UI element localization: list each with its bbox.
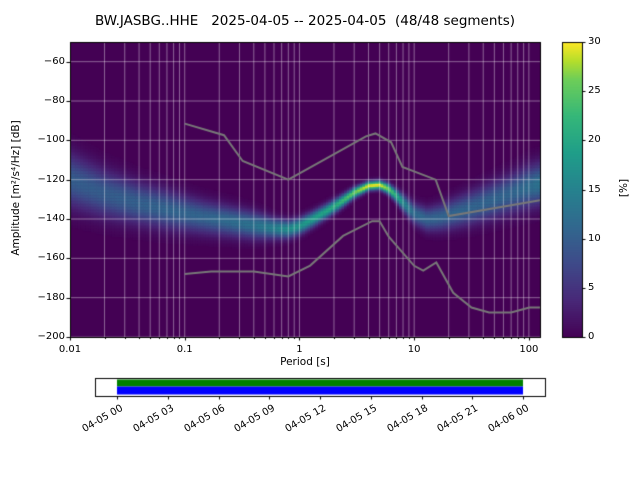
y-tick-label: −80 [43, 95, 65, 106]
x-tick-label: 10 [407, 344, 421, 355]
colorbar-tick-label: 5 [588, 281, 595, 293]
x-tick-label: 1 [296, 344, 303, 355]
colorbar-tick-label: 0 [588, 331, 595, 342]
x-tick-label: 0.01 [58, 344, 82, 355]
x-tick-label: 100 [519, 344, 539, 355]
colorbar-tick-label: 25 [588, 85, 601, 97]
chart-title: BW.JASBG..HHE 2025-04-05 -- 2025-04-05 (… [95, 13, 515, 29]
x-axis-label: Period [s] [280, 356, 330, 368]
y-tick-label: −200 [37, 331, 65, 342]
colorbar-tick-label: 10 [588, 232, 601, 244]
y-tick-label: −60 [43, 55, 65, 67]
y-tick-label: −120 [37, 173, 65, 185]
y-axis-label: Amplitude [m²/s⁴/Hz] [dB] [10, 120, 22, 256]
y-tick-label: −160 [37, 252, 65, 264]
colorbar-label: [%] [618, 178, 630, 198]
y-tick-label: −180 [37, 291, 65, 303]
x-tick-label: 0.1 [176, 344, 193, 355]
colorbar-tick-label: 15 [588, 183, 601, 195]
colorbar-tick-label: 30 [588, 36, 601, 47]
colorbar-tick-label: 20 [588, 134, 601, 146]
y-tick-label: −100 [37, 134, 65, 146]
y-tick-label: −140 [37, 213, 65, 224]
